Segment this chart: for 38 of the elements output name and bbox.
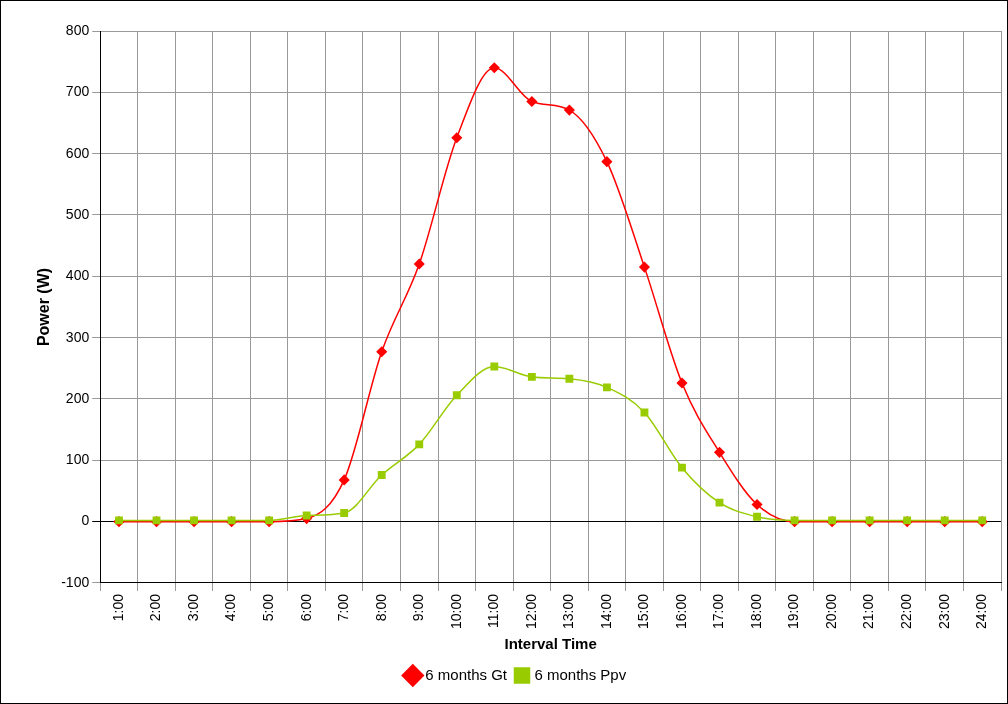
y-tick-label: 100 <box>65 451 90 468</box>
legend-label: 6 months Gt <box>425 665 508 683</box>
y-tick-label: 800 <box>65 21 90 38</box>
x-tick-label: 5:00 <box>259 593 276 622</box>
y-tick-label: 500 <box>65 205 90 222</box>
y-axis-title: Power (W) <box>35 267 53 347</box>
x-tick-label: 1:00 <box>109 593 126 622</box>
x-tick-label: 18:00 <box>747 593 764 630</box>
legend-label: 6 months Ppv <box>534 665 627 683</box>
y-tick-label: 0 <box>81 512 90 529</box>
y-tick-label: -100 <box>61 573 90 590</box>
x-tick-label: 15:00 <box>635 593 652 630</box>
x-tick-label: 13:00 <box>560 593 577 630</box>
x-tick-label: 4:00 <box>222 593 239 622</box>
x-tick-label: 7:00 <box>335 593 352 622</box>
x-tick-label: 6:00 <box>297 593 314 622</box>
x-axis-title: Interval Time <box>504 635 597 653</box>
x-tick-label: 21:00 <box>860 593 877 630</box>
x-tick-label: 10:00 <box>447 593 464 630</box>
x-tick-label: 19:00 <box>785 593 802 630</box>
y-tick-label: 700 <box>65 83 90 100</box>
x-tick-label: 11:00 <box>485 593 502 628</box>
x-tick-label: 8:00 <box>372 593 389 622</box>
x-tick-label: 22:00 <box>898 593 915 630</box>
x-tick-label: 16:00 <box>672 593 689 630</box>
x-tick-label: 12:00 <box>522 593 539 630</box>
x-tick-label: 2:00 <box>147 593 164 622</box>
x-tick-label: 17:00 <box>710 593 727 630</box>
y-tick-label: 200 <box>65 389 90 406</box>
y-tick-label: 400 <box>65 267 90 284</box>
x-tick-label: 24:00 <box>973 593 990 630</box>
y-tick-label: 300 <box>65 328 90 345</box>
y-tick-label: 600 <box>65 144 90 161</box>
x-tick-label: 9:00 <box>410 593 427 622</box>
x-tick-label: 14:00 <box>597 593 614 630</box>
x-tick-label: 20:00 <box>822 593 839 630</box>
x-tick-label: 23:00 <box>935 593 952 630</box>
x-tick-label: 3:00 <box>184 593 201 622</box>
